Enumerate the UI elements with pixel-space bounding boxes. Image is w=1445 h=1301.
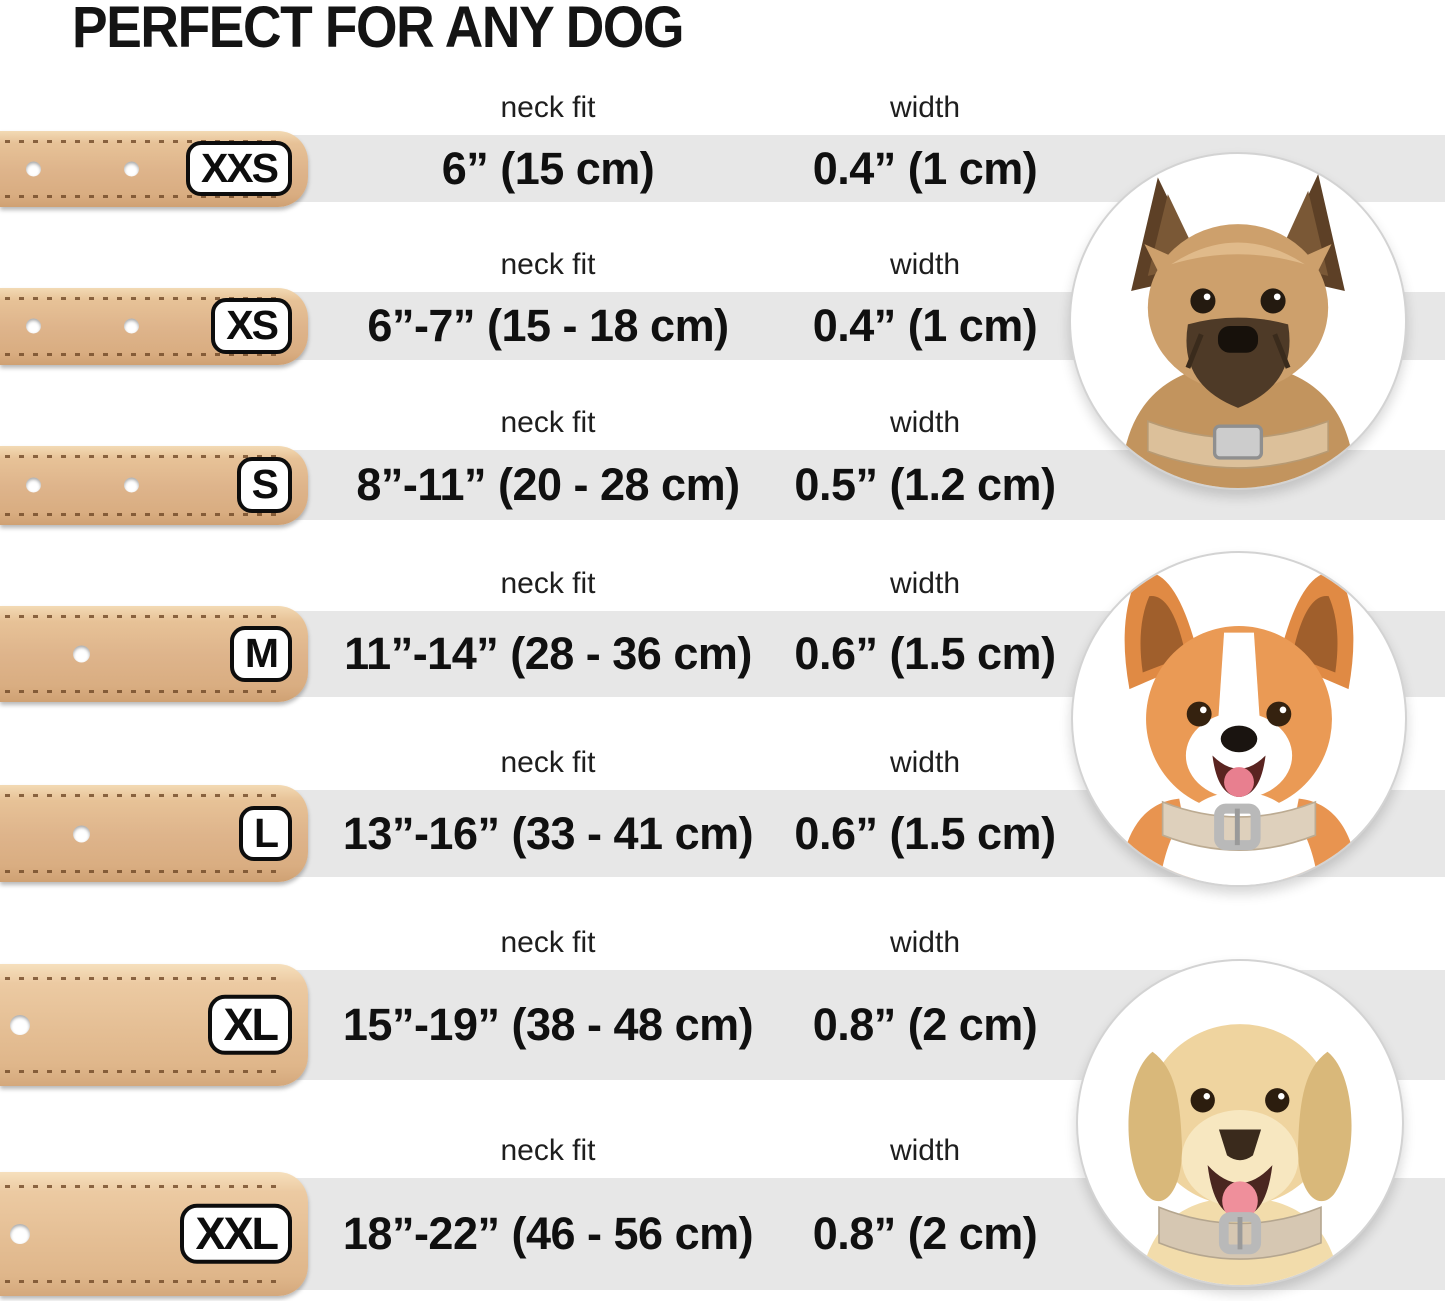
collar-strap: XL: [0, 964, 308, 1086]
width-column-label: width: [889, 567, 961, 600]
size-badge: M: [229, 626, 292, 682]
neck-fit-value: 18”-22” (46 - 56 cm): [342, 1208, 754, 1259]
collar-hole: [26, 161, 41, 176]
stitching: [5, 512, 284, 516]
size-badge: XL: [208, 994, 292, 1056]
stitching: [5, 194, 284, 198]
neck-fit-column-label: neck fit: [500, 406, 596, 439]
width-column-label: width: [889, 406, 961, 439]
corgi-illustration: [1119, 571, 1359, 885]
neck-fit-column-label: neck fit: [500, 567, 596, 600]
neck-fit-column-label: neck fit: [500, 248, 596, 281]
collar-strap: L: [0, 785, 308, 882]
size-badge: S: [236, 457, 292, 513]
neck-fit-column-label: neck fit: [500, 926, 596, 959]
neck-fit-value: 6” (15 cm): [441, 143, 655, 194]
collar-strap: XXL: [0, 1172, 308, 1296]
width-column-label: width: [889, 746, 961, 779]
width-value: 0.6” (1.5 cm): [794, 628, 1056, 679]
stitching: [5, 352, 284, 356]
width-column-label: width: [889, 91, 961, 124]
width-value: 0.8” (2 cm): [812, 999, 1038, 1050]
dog-photo-labrador: [1076, 959, 1404, 1287]
width-value: 0.4” (1 cm): [812, 300, 1038, 351]
labrador-illustration: [1128, 1024, 1352, 1285]
stitching: [5, 1280, 284, 1283]
size-badge: XXL: [180, 1203, 292, 1265]
dog-photo-corgi: [1071, 551, 1407, 887]
width-column-label: width: [889, 1134, 961, 1167]
collar-strap: S: [0, 445, 308, 525]
collar-hole: [124, 318, 139, 334]
terrier-illustration: [1121, 174, 1355, 488]
stitching: [5, 977, 284, 980]
collar-hole: [10, 1015, 30, 1035]
collar-strap: XXS: [0, 130, 308, 207]
collar-hole: [73, 825, 90, 842]
collar-strap: XS: [0, 287, 308, 365]
collar-hole: [73, 645, 90, 663]
neck-fit-value: 11”-14” (28 - 36 cm): [344, 628, 752, 679]
collar-strap: M: [0, 606, 308, 702]
width-column-label: width: [889, 248, 961, 281]
neck-fit-column-label: neck fit: [500, 91, 596, 124]
stitching: [5, 454, 284, 458]
width-value: 0.8” (2 cm): [812, 1208, 1038, 1259]
size-badge: XXS: [185, 140, 292, 197]
neck-fit-column-label: neck fit: [500, 746, 596, 779]
width-column-label: width: [889, 926, 961, 959]
width-value: 0.6” (1.5 cm): [794, 808, 1056, 859]
stitching: [5, 139, 284, 143]
neck-fit-column-label: neck fit: [500, 1134, 596, 1167]
width-value: 0.5” (1.2 cm): [794, 459, 1056, 510]
page-title: PERFECT FOR ANY DOG: [72, 0, 685, 60]
stitching: [5, 1070, 284, 1073]
neck-fit-value: 15”-19” (38 - 48 cm): [342, 999, 754, 1050]
neck-fit-value: 13”-16” (33 - 41 cm): [342, 808, 754, 859]
collar-hole: [26, 318, 41, 334]
collar-hole: [124, 477, 139, 493]
neck-fit-value: 8”-11” (20 - 28 cm): [356, 459, 740, 510]
width-value: 0.4” (1 cm): [812, 143, 1038, 194]
stitching: [5, 615, 284, 618]
collar-hole: [10, 1224, 30, 1244]
stitching: [5, 690, 284, 693]
dog-photo-terrier: [1069, 152, 1407, 490]
stitching: [5, 870, 284, 873]
size-badge: L: [238, 805, 292, 862]
stitching: [5, 296, 284, 300]
size-badge: XS: [211, 298, 292, 354]
stitching: [5, 794, 284, 797]
collar-hole: [124, 161, 139, 176]
stitching: [5, 1185, 284, 1188]
collar-hole: [26, 477, 41, 493]
neck-fit-value: 6”-7” (15 - 18 cm): [367, 300, 729, 351]
